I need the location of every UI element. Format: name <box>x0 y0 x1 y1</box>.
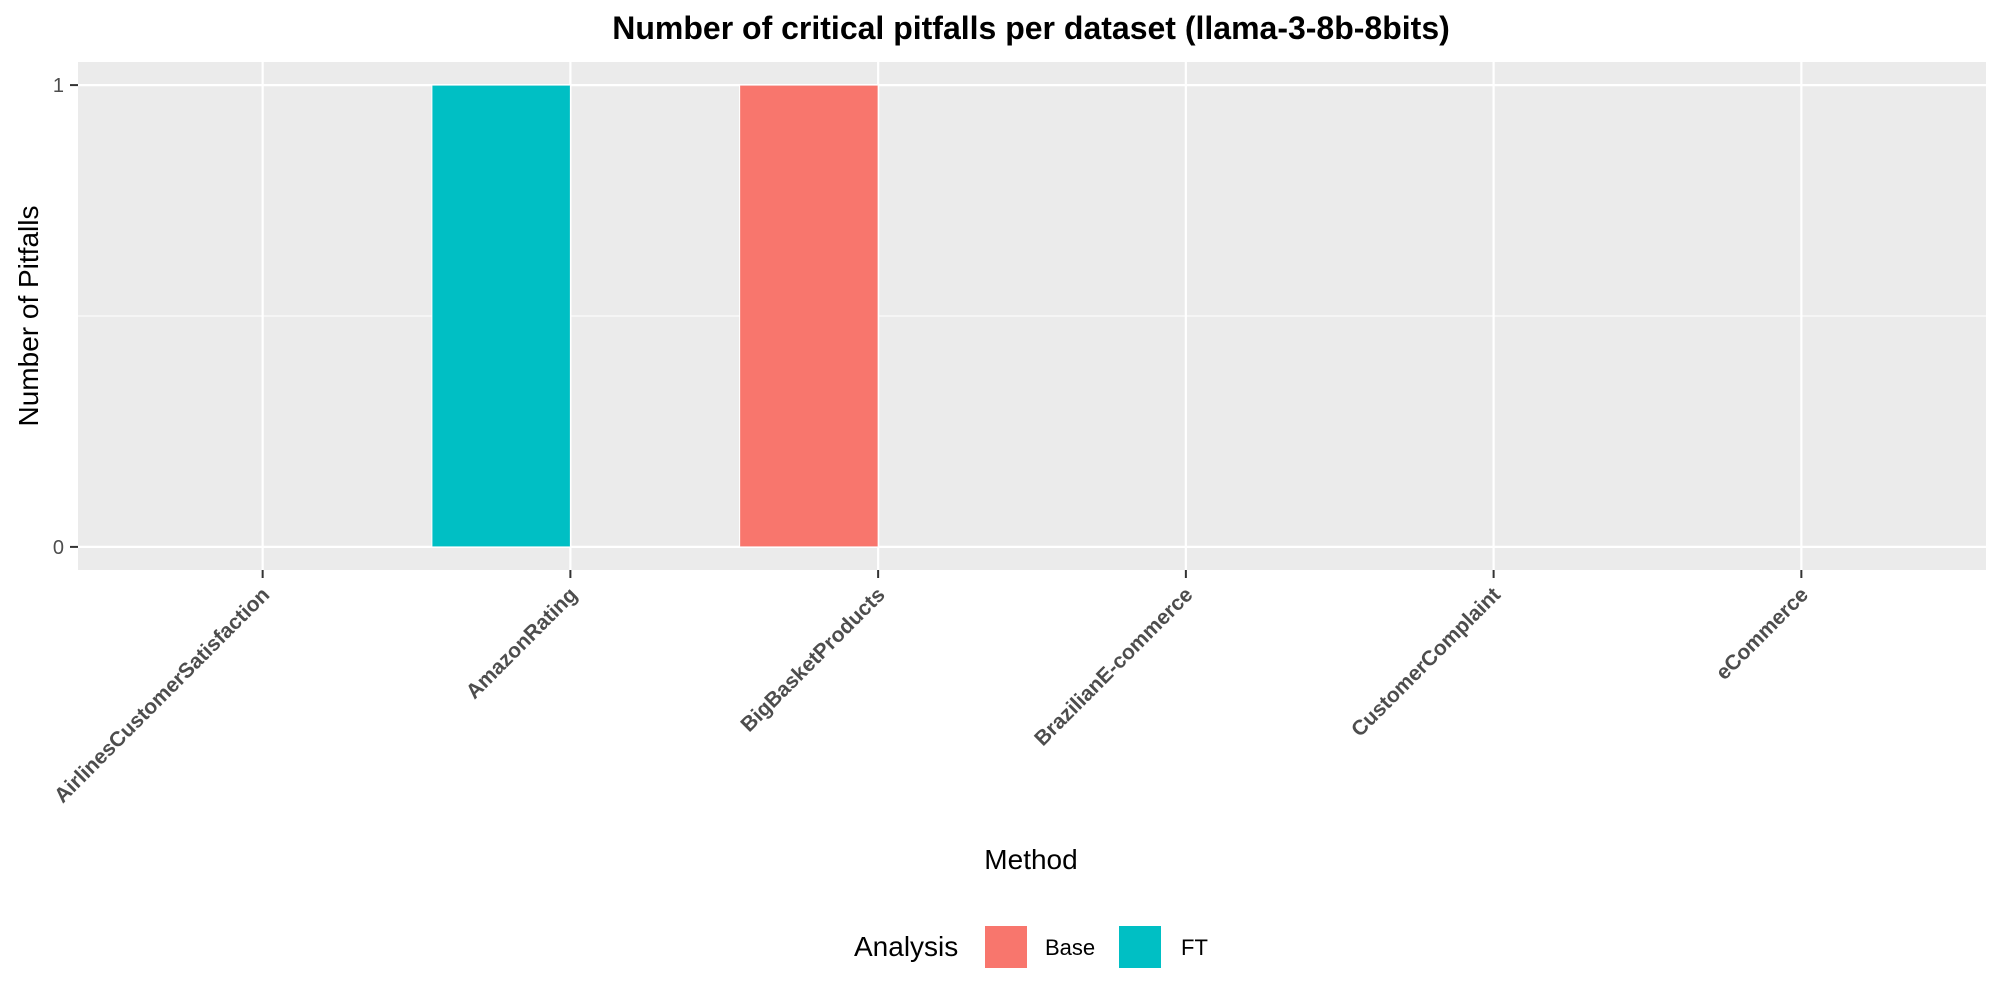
bars <box>431 84 879 548</box>
y-axis: 01 <box>53 75 78 559</box>
x-axis: AirlinesCustomerSatisfaction AmazonRating… <box>50 570 1813 807</box>
legend-title: Analysis <box>854 931 958 962</box>
legend-label-base: Base <box>1045 935 1095 960</box>
x-tick-label: eCommerce <box>1712 583 1813 684</box>
grid <box>78 62 1986 570</box>
bar-ft-amazonrating <box>431 84 571 548</box>
y-tick-label: 0 <box>53 537 64 559</box>
x-tick-label: BigBasketProducts <box>736 583 889 736</box>
chart-title: Number of critical pitfalls per dataset … <box>612 10 1450 46</box>
x-tick-label: AirlinesCustomerSatisfaction <box>50 583 274 807</box>
x-tick-label: CustomerComplaint <box>1347 583 1505 741</box>
legend-key-base <box>983 924 1029 970</box>
legend-key-ft <box>1117 924 1163 970</box>
x-axis-title: Method <box>984 844 1077 875</box>
y-axis-title: Number of Pitfalls <box>13 206 44 427</box>
legend-label-ft: FT <box>1181 935 1208 960</box>
bar-base-bigbasketproducts <box>739 84 879 548</box>
legend: Analysis Base FT <box>854 924 1208 970</box>
y-tick-label: 1 <box>53 75 64 97</box>
x-tick-label: BrazilianE-commerce <box>1030 583 1197 750</box>
x-tick-label: AmazonRating <box>462 583 582 703</box>
